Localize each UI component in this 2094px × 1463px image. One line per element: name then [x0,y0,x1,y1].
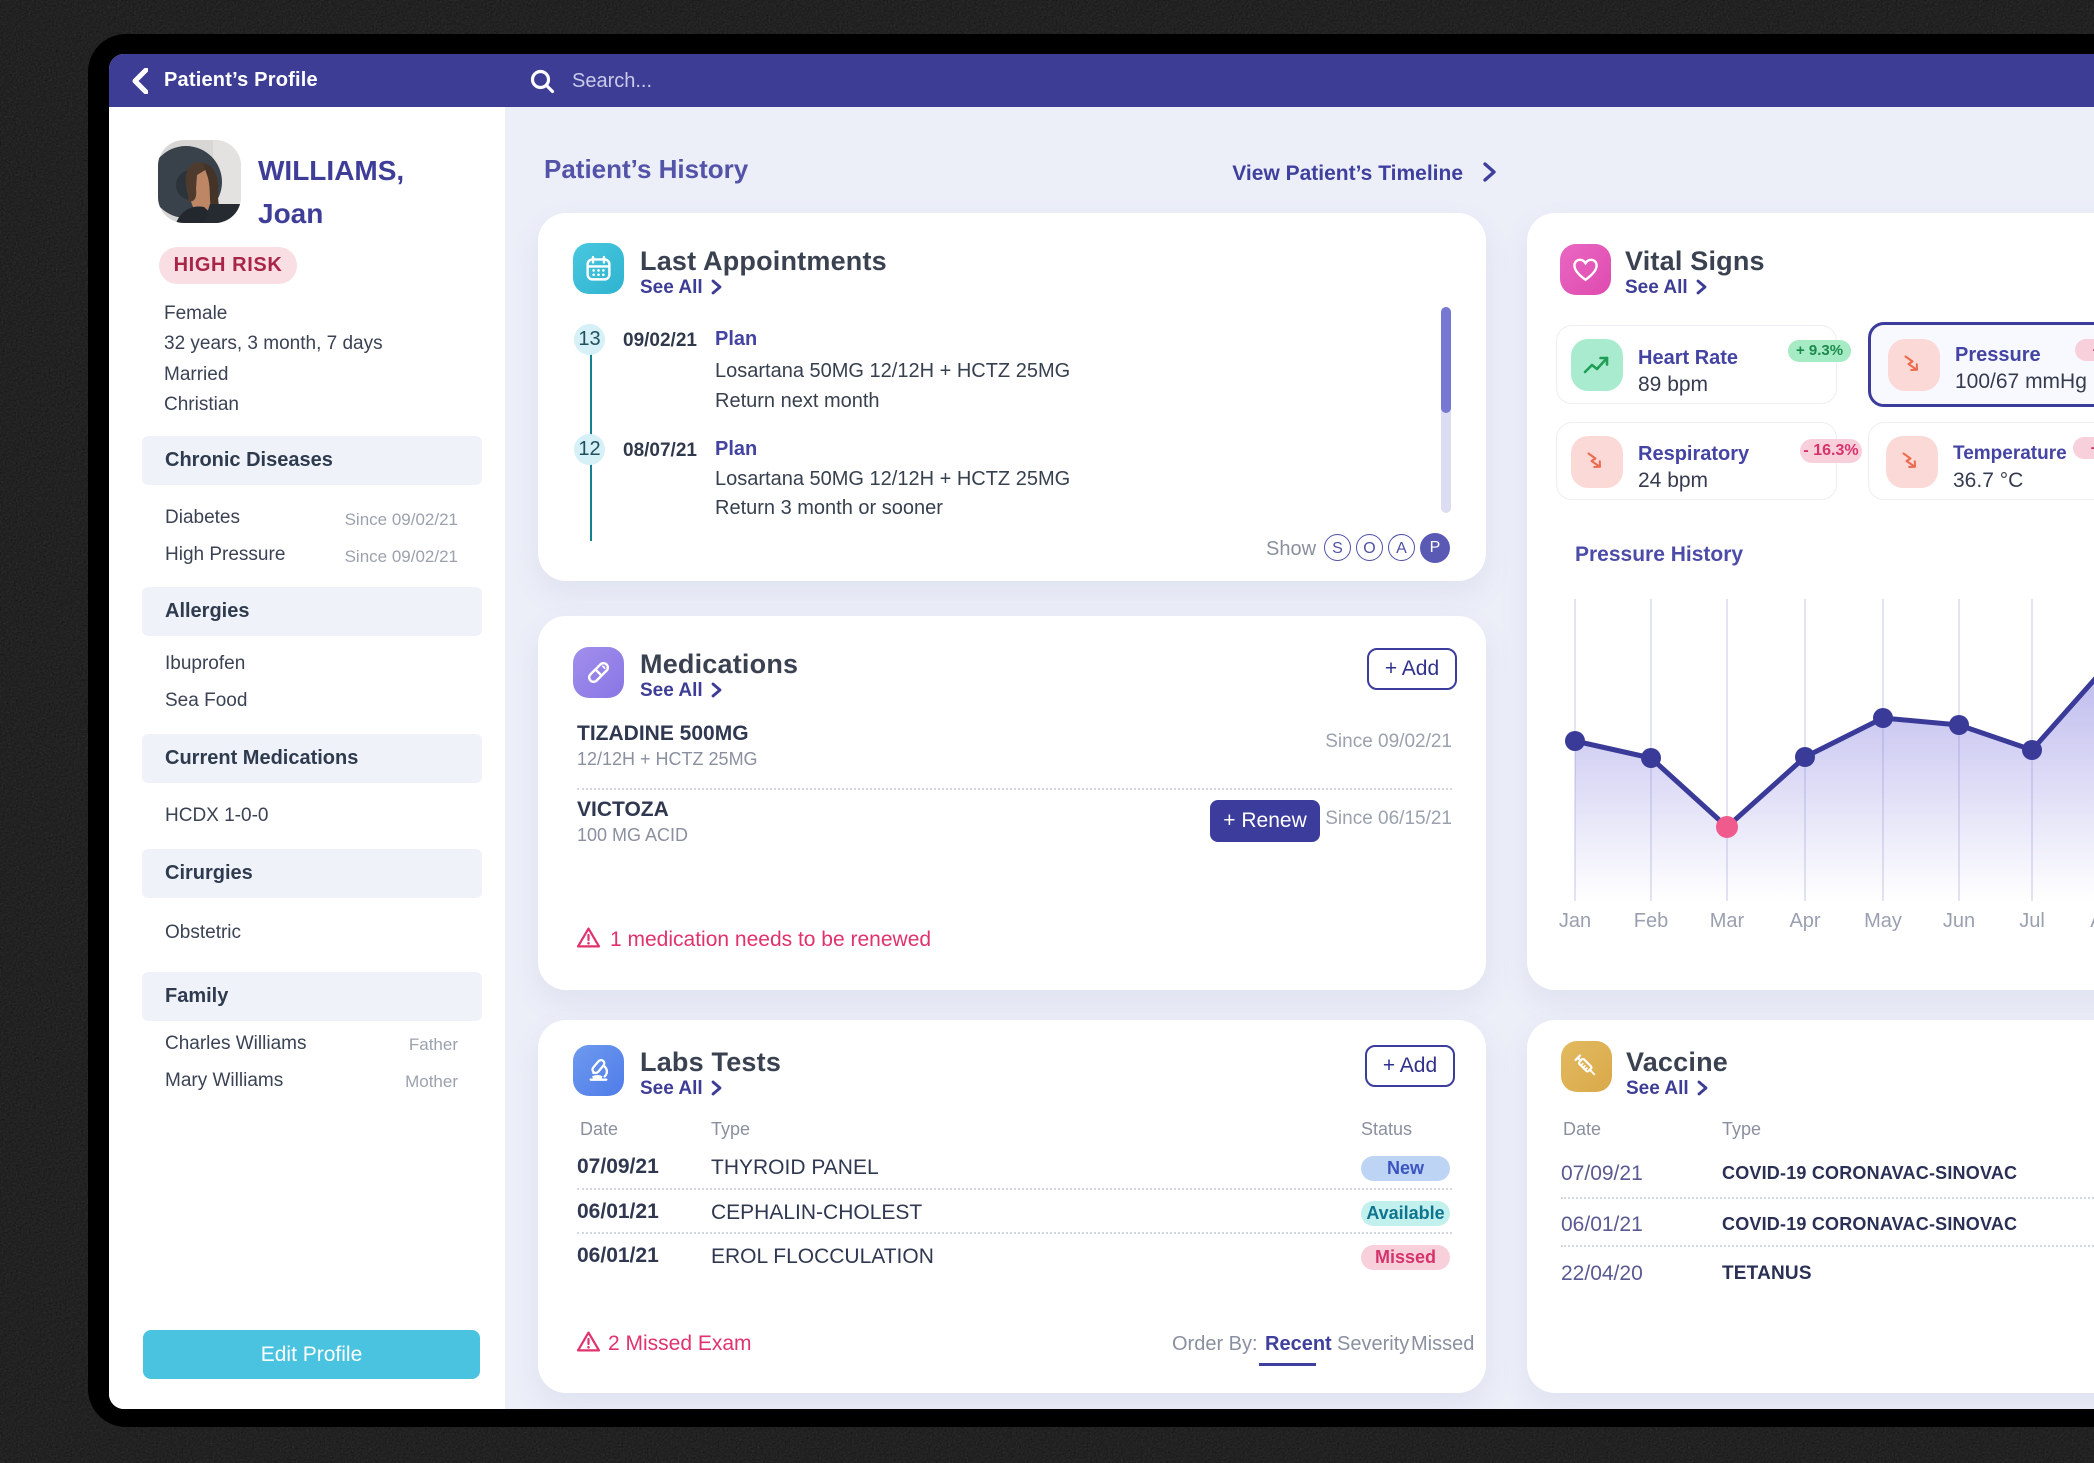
svg-text:Jan: Jan [1559,910,1591,932]
svg-text:May: May [1864,910,1902,932]
svg-text:Apr: Apr [1789,910,1820,932]
svg-text:Mar: Mar [1710,910,1745,932]
svg-text:Jun: Jun [1943,910,1975,932]
svg-text:Aug: Aug [2090,910,2094,932]
svg-text:Feb: Feb [1634,910,1668,932]
svg-text:Jul: Jul [2019,910,2045,932]
